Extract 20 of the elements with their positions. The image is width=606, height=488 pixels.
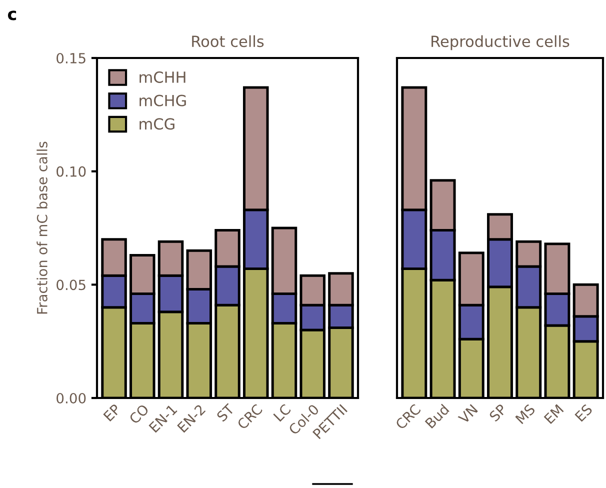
legend-label: mCHH (140, 71, 186, 83)
y-tick-label: 0.10 (56, 166, 86, 177)
x-tick-label: ST (216, 403, 236, 422)
x-tick-label: MS (515, 404, 536, 424)
x-tick-label: CO (128, 404, 150, 424)
text: c (8, 10, 16, 20)
legend-label: mCHG (140, 94, 186, 106)
chart-title: Reproductive cells (432, 35, 570, 50)
x-tick-label: ES (574, 404, 593, 422)
x-tick-label: EP (103, 404, 122, 422)
legend-label: mCG (140, 118, 174, 130)
y-tick-label: 0.15 (56, 52, 86, 64)
y-tick-label: 0.00 (56, 392, 86, 404)
x-tick-label: VN (458, 404, 478, 424)
chart-title: Root cells (192, 35, 264, 48)
y-tick-label: 0.05 (56, 280, 86, 290)
y-axis-title: Fraction of mC base calls (36, 142, 48, 314)
x-tick-label: EM (544, 404, 564, 424)
x-tick-label: LC (273, 404, 292, 422)
x-tick-label: SP (488, 403, 508, 422)
